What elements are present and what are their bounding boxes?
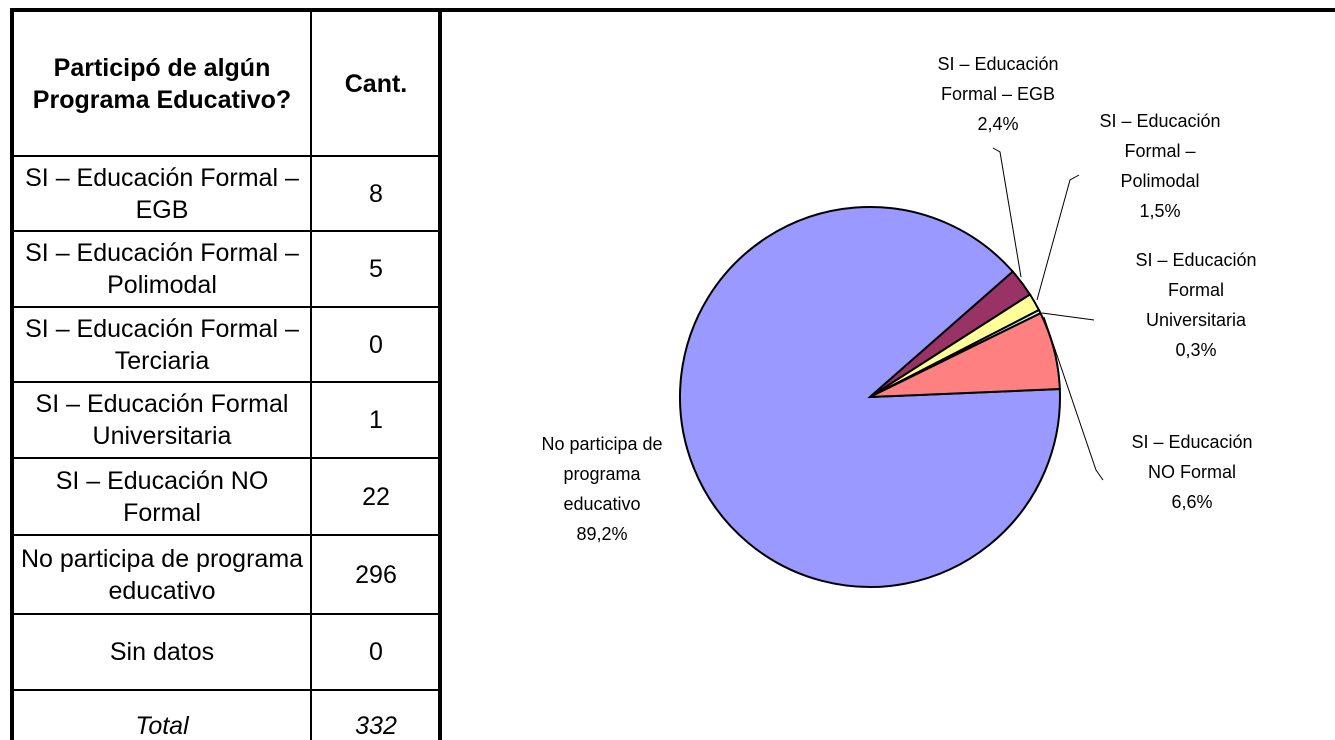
row-value: 296 xyxy=(310,534,442,615)
header-count: Cant. xyxy=(310,10,442,157)
label-egb: SI – Educación Formal – EGB 2,4% xyxy=(937,54,1058,134)
total-value: 332 xyxy=(310,689,442,740)
row-label: SI – Educación NO Formal xyxy=(12,457,312,536)
row-value: 5 xyxy=(310,230,442,308)
leader-polimodal xyxy=(1036,174,1080,301)
row-label: SI – Educación Formal – Polimodal xyxy=(12,230,312,308)
table-row: SI – Educación NO Formal 22 xyxy=(12,457,442,536)
row-label: No participa de programa educativo xyxy=(12,534,312,615)
header-question: Participó de algún Programa Educativo? xyxy=(12,10,312,157)
data-table: Participó de algún Programa Educativo? C… xyxy=(12,10,442,740)
table-row: SI – Educación Formal – Polimodal 5 xyxy=(12,230,442,308)
row-value: 22 xyxy=(310,457,442,536)
leader-universitaria xyxy=(1041,312,1095,321)
table-header-row: Participó de algún Programa Educativo? C… xyxy=(12,10,442,157)
table-row: SI – Educación Formal Universitaria 1 xyxy=(12,381,442,459)
frame-left-border xyxy=(10,8,14,740)
frame-top-border xyxy=(10,8,1335,12)
row-label: Sin datos xyxy=(12,613,312,691)
table-row: No participa de programa educativo 296 xyxy=(12,534,442,615)
label-universitaria: SI – Educación Formal Universitaria 0,3% xyxy=(1135,250,1256,360)
label-no-participa: No participa de programa educativo 89,2% xyxy=(541,434,662,544)
row-value: 8 xyxy=(310,155,442,232)
table-row: SI – Educación Formal – EGB 8 xyxy=(12,155,442,232)
slice-no-formal xyxy=(869,311,1061,398)
table-row: SI – Educación Formal – Terciaria 0 xyxy=(12,306,442,383)
leader-no-formal xyxy=(1043,316,1104,481)
row-value: 0 xyxy=(310,613,442,691)
table-row: Sin datos 0 xyxy=(12,613,442,691)
row-label: SI – Educación Formal Universitaria xyxy=(12,381,312,459)
total-label: Total xyxy=(12,689,312,740)
table-total-row: Total 332 xyxy=(12,689,442,740)
row-label: SI – Educación Formal – EGB xyxy=(12,155,312,232)
leader-egb xyxy=(992,147,1022,278)
row-value: 1 xyxy=(310,381,442,459)
label-polimodal: SI – Educación Formal – Polimodal 1,5% xyxy=(1099,111,1220,221)
row-label: SI – Educación Formal – Terciaria xyxy=(12,306,312,383)
row-value: 0 xyxy=(310,306,442,383)
label-no-formal: SI – Educación NO Formal 6,6% xyxy=(1131,432,1252,512)
